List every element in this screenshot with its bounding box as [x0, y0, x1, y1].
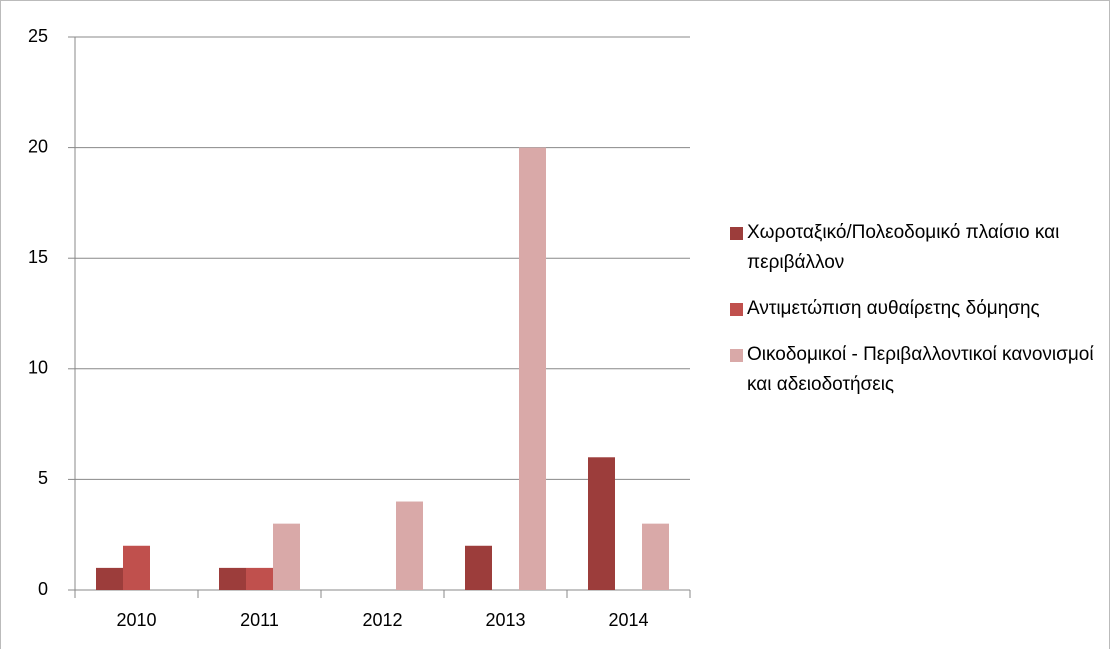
legend-swatch	[730, 227, 743, 240]
bar	[96, 567, 123, 590]
y-tick-label: 10	[28, 358, 48, 378]
legend-swatch	[730, 349, 743, 362]
bar	[519, 147, 546, 590]
y-tick-label: 25	[28, 26, 48, 46]
legend-item: Αντιμετώπιση αυθαίρετης δόμησης	[730, 294, 1100, 324]
bar	[219, 567, 246, 590]
bar	[396, 501, 423, 590]
bar	[588, 457, 615, 590]
legend-label: Χωροταξικό/Πολεοδομικό πλαίσιο και περιβ…	[747, 222, 1060, 273]
y-tick-label: 5	[38, 468, 48, 488]
legend: Χωροταξικό/Πολεοδομικό πλαίσιο και περιβ…	[730, 218, 1100, 416]
bar	[465, 545, 492, 590]
y-tick-label: 15	[28, 247, 48, 267]
x-tick-label: 2013	[485, 610, 525, 630]
x-tick-label: 2011	[240, 610, 279, 630]
legend-item: Οικοδομικοί - Περιβαλλοντικοί κανονισμοί…	[730, 340, 1100, 400]
x-tick-label: 2012	[362, 610, 402, 630]
legend-swatch	[730, 303, 743, 316]
legend-label: Αντιμετώπιση αυθαίρετης δόμησης	[747, 298, 1040, 319]
bar	[246, 567, 273, 590]
x-tick-label: 2010	[116, 610, 156, 630]
bar	[123, 545, 150, 590]
y-tick-label: 20	[28, 136, 48, 156]
x-tick-label: 2014	[608, 610, 648, 630]
y-tick-label: 0	[38, 579, 48, 599]
bar	[273, 523, 300, 590]
legend-item: Χωροταξικό/Πολεοδομικό πλαίσιο και περιβ…	[730, 218, 1100, 278]
legend-label: Οικοδομικοί - Περιβαλλοντικοί κανονισμοί…	[747, 344, 1094, 395]
bar	[642, 523, 669, 590]
